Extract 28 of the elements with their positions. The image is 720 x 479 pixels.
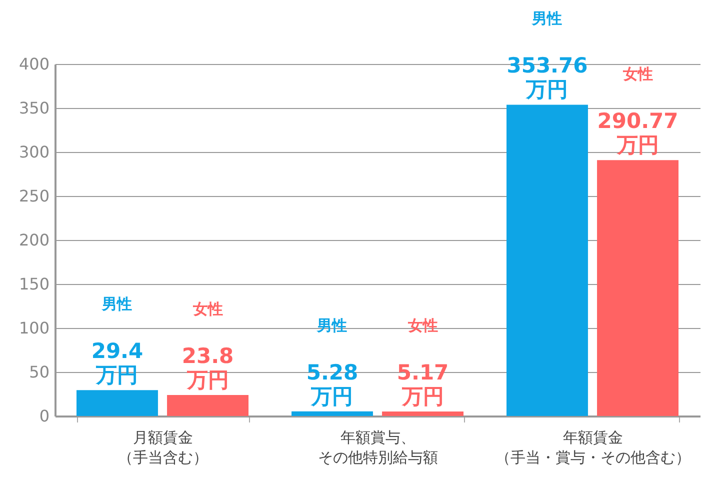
y-tick-label: 250	[18, 186, 50, 206]
y-tick-label: 200	[18, 230, 50, 250]
text: 男性	[101, 295, 132, 314]
x-tick-label: 年額賞与、その他特別給与額	[318, 428, 438, 466]
data-label: 290.77万円	[597, 109, 678, 158]
y-tick-label: 300	[18, 142, 50, 162]
y-tick-label: 400	[18, 54, 50, 74]
y-tick-label: 100	[18, 318, 50, 338]
bar	[597, 160, 678, 416]
y-tick-label: 0	[39, 406, 50, 426]
text: 女性	[622, 65, 653, 84]
bar	[382, 411, 464, 416]
text: 女性	[192, 300, 223, 318]
data-label: 29.4万円	[91, 339, 144, 388]
x-tick-label: 月額賃金（手当含む）	[118, 428, 208, 466]
bar	[292, 411, 373, 416]
y-tick-label: 150	[18, 274, 50, 294]
data-label: 353.76万円	[506, 54, 588, 102]
data-label: 5.28万円	[306, 360, 358, 408]
x-tick-label: 年額賃金（手当・賞与・その他含む）	[496, 428, 690, 466]
text: 男性	[532, 10, 562, 28]
y-tick-label: 50	[29, 362, 50, 382]
text: 男性	[317, 316, 348, 334]
bar	[76, 390, 158, 416]
y-tick-label: 350	[18, 98, 50, 118]
data-label: 23.8万円	[182, 344, 234, 392]
bar	[506, 104, 588, 416]
bar	[167, 395, 248, 416]
